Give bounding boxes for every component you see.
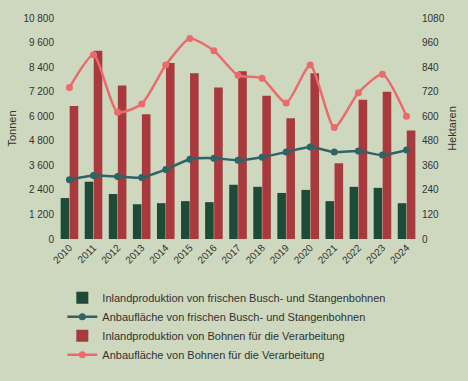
svg-text:2015: 2015 bbox=[171, 242, 195, 266]
svg-text:3 600: 3 600 bbox=[29, 160, 54, 171]
svg-text:2010: 2010 bbox=[51, 242, 75, 266]
svg-text:2012: 2012 bbox=[99, 242, 123, 266]
svg-text:4 800: 4 800 bbox=[29, 135, 54, 146]
svg-text:0: 0 bbox=[422, 234, 428, 245]
svg-text:2020: 2020 bbox=[292, 242, 316, 266]
svg-text:Inlandproduktion von Bohnen fü: Inlandproduktion von Bohnen für die Vera… bbox=[102, 330, 344, 342]
svg-text:2017: 2017 bbox=[219, 242, 243, 266]
svg-text:9 600: 9 600 bbox=[29, 37, 54, 48]
svg-text:7 200: 7 200 bbox=[29, 86, 54, 97]
svg-text:360: 360 bbox=[422, 160, 439, 171]
svg-text:2011: 2011 bbox=[75, 242, 98, 265]
svg-text:8 400: 8 400 bbox=[29, 62, 54, 73]
svg-text:2016: 2016 bbox=[195, 242, 219, 266]
svg-text:2021: 2021 bbox=[316, 242, 340, 266]
svg-text:600: 600 bbox=[422, 111, 439, 122]
svg-text:960: 960 bbox=[422, 37, 439, 48]
svg-text:120: 120 bbox=[422, 209, 439, 220]
svg-text:840: 840 bbox=[422, 62, 439, 73]
svg-text:0: 0 bbox=[48, 234, 54, 245]
svg-text:10 800: 10 800 bbox=[23, 13, 54, 24]
svg-text:Anbaufläche von frischen Busch: Anbaufläche von frischen Busch- und Stan… bbox=[102, 311, 365, 323]
svg-text:2018: 2018 bbox=[244, 242, 268, 266]
svg-text:480: 480 bbox=[422, 135, 439, 146]
svg-text:2013: 2013 bbox=[123, 242, 147, 266]
svg-text:2 400: 2 400 bbox=[29, 184, 54, 195]
svg-text:720: 720 bbox=[422, 86, 439, 97]
svg-text:240: 240 bbox=[422, 184, 439, 195]
svg-text:2014: 2014 bbox=[147, 242, 171, 266]
svg-text:Hektaren: Hektaren bbox=[446, 106, 458, 151]
svg-text:1080: 1080 bbox=[422, 13, 445, 24]
svg-text:6 000: 6 000 bbox=[29, 111, 54, 122]
svg-text:Anbaufläche von Bohnen für die: Anbaufläche von Bohnen für die Verarbeit… bbox=[102, 349, 324, 361]
svg-text:Inlandproduktion von frischen: Inlandproduktion von frischen Busch- und… bbox=[102, 292, 385, 304]
svg-text:Tonnen: Tonnen bbox=[6, 110, 18, 146]
svg-text:1 200: 1 200 bbox=[29, 209, 54, 220]
svg-text:2023: 2023 bbox=[364, 242, 388, 266]
svg-text:2022: 2022 bbox=[340, 242, 364, 266]
svg-text:2024: 2024 bbox=[388, 242, 412, 266]
svg-text:2019: 2019 bbox=[268, 242, 292, 266]
